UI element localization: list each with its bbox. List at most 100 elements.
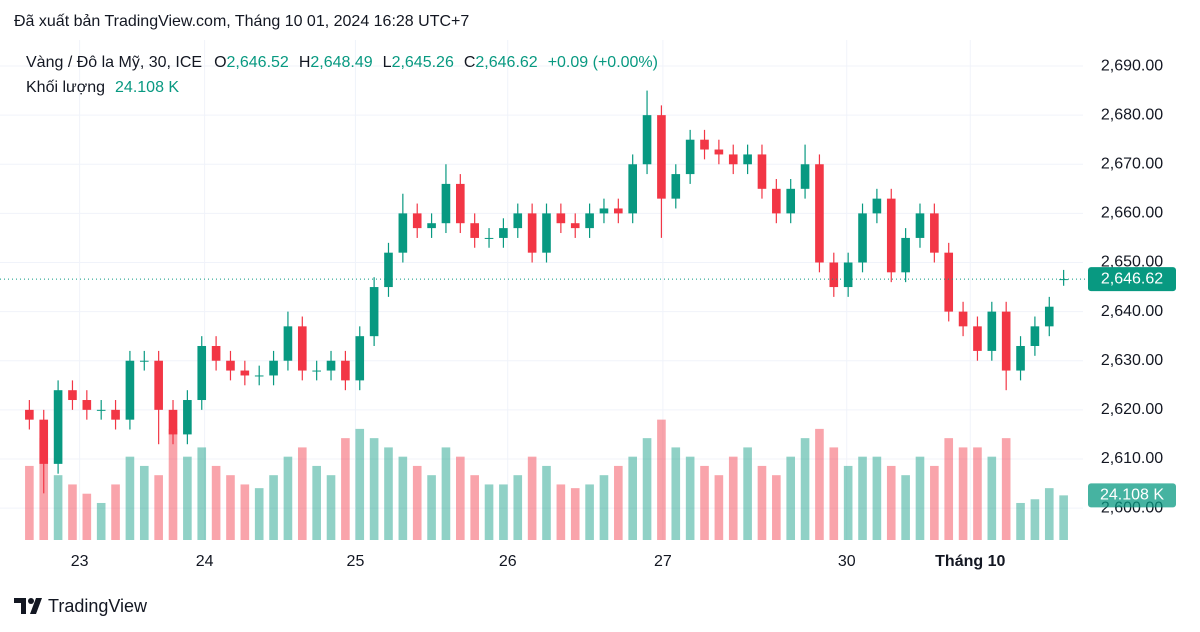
volume-title: Khối lượng (26, 79, 105, 96)
volume-bar (1059, 495, 1068, 540)
candle-body (1044, 306, 1054, 327)
ohlc-value: 2,648.49 (310, 54, 372, 71)
volume-bar (312, 465, 321, 540)
volume-bar (944, 438, 954, 540)
ohlc-key: O (214, 54, 226, 71)
candle-body (556, 213, 566, 224)
candle-body (671, 174, 681, 199)
candle-body (125, 360, 135, 420)
candle-body (269, 360, 278, 376)
candle-body (944, 252, 954, 312)
candle-body (283, 326, 293, 361)
volume-bar (326, 475, 336, 540)
candle-body (341, 360, 350, 381)
volume-bar (355, 428, 365, 540)
y-tick-label: 2,620.00 (1101, 401, 1163, 418)
volume-bar (82, 493, 92, 540)
volume-bar (815, 428, 824, 540)
candle-body (254, 375, 264, 377)
candle-body (657, 115, 666, 199)
volume-bar (642, 438, 652, 540)
ohlc-value: 2,645.26 (392, 54, 454, 71)
x-tick-label: 26 (499, 553, 517, 570)
x-tick-label: 30 (838, 553, 856, 570)
candle-body (1059, 279, 1068, 281)
volume-bar (757, 465, 767, 540)
candle-body (154, 360, 163, 410)
published-note: Đã xuất bản TradingView.com, Tháng 10 01… (14, 13, 469, 30)
candle-body (786, 188, 796, 214)
volume-bar (341, 438, 350, 540)
volume-bar (973, 447, 982, 540)
volume-bar (1044, 488, 1054, 540)
candle-body (614, 208, 623, 214)
candle-body (456, 183, 465, 224)
candle-body (82, 400, 92, 410)
candle-body (240, 370, 250, 376)
candle-body (39, 419, 49, 464)
volume-bar (915, 456, 925, 540)
brand-name: TradingView (48, 596, 148, 616)
volume-bar (154, 475, 163, 540)
y-tick-label: 2,650.00 (1101, 254, 1163, 271)
volume-bar (657, 419, 666, 540)
volume-bar (1016, 502, 1025, 540)
candle-body (384, 252, 393, 288)
candle-body (685, 139, 695, 175)
volume-bar (297, 447, 307, 540)
volume-bar (197, 447, 207, 540)
y-tick-label: 2,610.00 (1101, 450, 1163, 467)
candle-body (25, 409, 34, 420)
candle-body (412, 213, 422, 229)
ohlc-key: L (383, 54, 392, 71)
volume-bar (470, 475, 479, 540)
candle-body (858, 213, 867, 263)
grid (0, 40, 1083, 540)
candle-body (197, 345, 207, 401)
volume-tag (1088, 483, 1176, 508)
volume-bar (1001, 438, 1011, 540)
candle-body (226, 360, 235, 371)
volume-bar (542, 465, 551, 540)
volume-bar (25, 465, 34, 540)
candle-body (427, 223, 436, 229)
candle-body (326, 360, 336, 371)
candle-body (111, 409, 120, 420)
candle-body (398, 213, 408, 253)
candle-body (1001, 311, 1011, 371)
candle-body (68, 390, 77, 401)
volume-bar (111, 484, 120, 540)
candle-body (542, 213, 551, 253)
volume-bar (226, 475, 235, 540)
candle-body (987, 311, 997, 351)
candle-body (441, 183, 451, 224)
volume-bar (427, 475, 436, 540)
volume-bar (412, 465, 422, 540)
volume-bar (1030, 499, 1040, 540)
x-tick-label: 23 (71, 553, 89, 570)
y-tick-label: 2,630.00 (1101, 352, 1163, 369)
candle-body (714, 149, 724, 155)
volume-bar (240, 484, 250, 540)
candle-body (484, 237, 494, 239)
volume-bar (183, 456, 192, 540)
volume-bar (68, 484, 77, 540)
y-tick-label: 2,690.00 (1101, 57, 1163, 74)
volume-bar (211, 465, 221, 540)
candle-body (930, 213, 939, 253)
volume-bar (685, 456, 695, 540)
y-tick-label: 2,640.00 (1101, 303, 1163, 320)
candle-body (53, 390, 63, 464)
ohlc-value: 2,646.62 (475, 54, 537, 71)
candle-body (757, 154, 767, 189)
candle-body (815, 164, 824, 263)
volume-bar (283, 456, 293, 540)
y-tick-label: 2,660.00 (1101, 205, 1163, 222)
candle-body (355, 336, 365, 381)
candle-body (728, 154, 738, 165)
candle-body (973, 326, 982, 351)
candle-body (1016, 345, 1025, 371)
volume-bar (843, 465, 853, 540)
last-price-label: 2,646.62 (1101, 270, 1163, 287)
